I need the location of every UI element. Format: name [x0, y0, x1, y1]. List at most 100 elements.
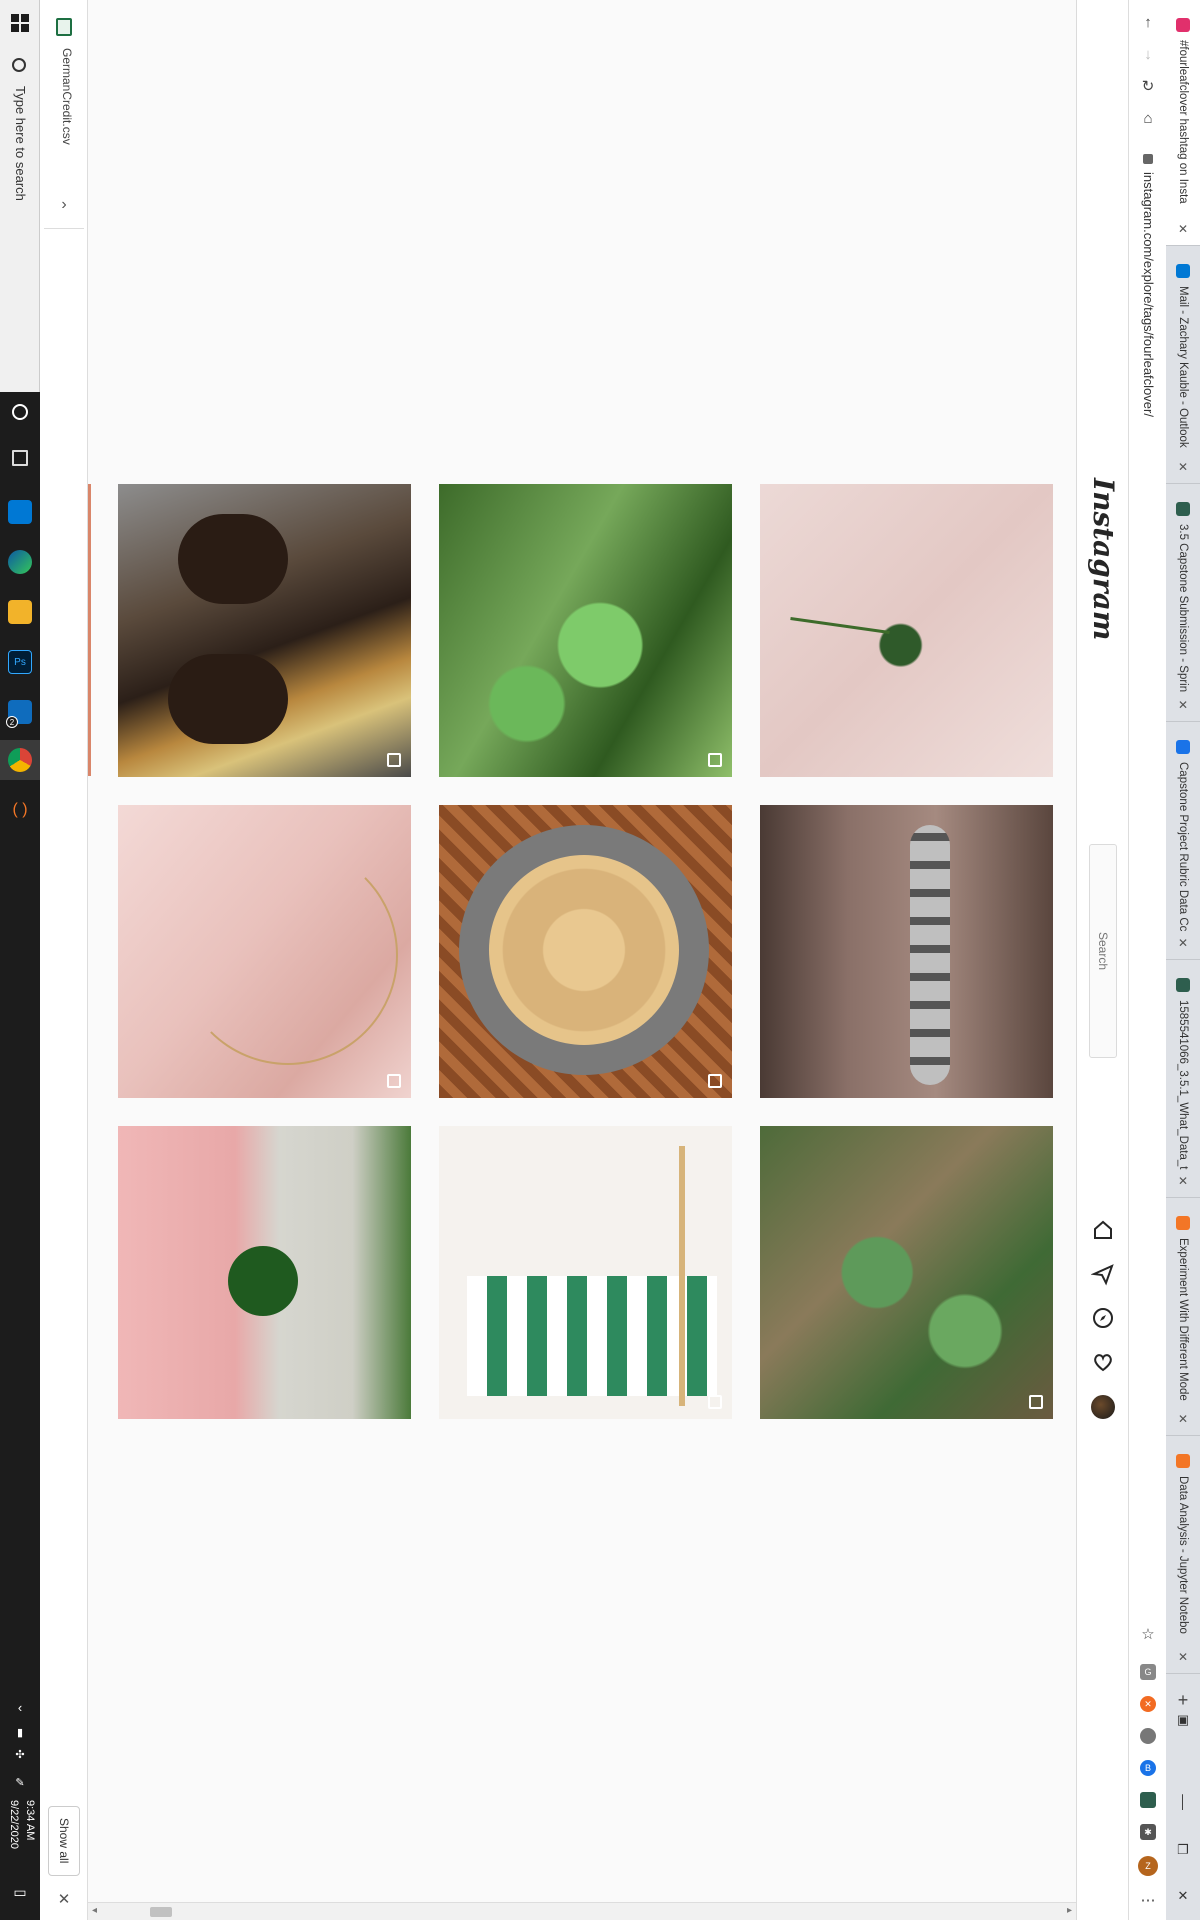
tray-expand-icon[interactable]: ‹ — [17, 1700, 23, 1715]
downloads-bar: GermanCredit.csv › Show all ✕ — [40, 0, 88, 1920]
battery-icon[interactable]: ▮ — [16, 1727, 24, 1739]
tab-close-icon[interactable]: ✕ — [1177, 1650, 1189, 1664]
bookmark-star-icon[interactable]: ☆ — [1141, 1626, 1155, 1643]
clock-time: 9:34 AM — [24, 1800, 36, 1841]
profile-icon[interactable]: Z — [1138, 1856, 1158, 1876]
more-menu-icon[interactable]: ⋯ — [1140, 1892, 1156, 1909]
post-tile-clover-patch[interactable] — [760, 1126, 1053, 1419]
jupyter-favicon-icon — [1176, 1454, 1190, 1468]
new-tab-plus-icon[interactable]: + — [1177, 1690, 1189, 1710]
network-icon[interactable]: ✣ — [15, 1749, 25, 1761]
bracelet-charms — [910, 825, 950, 1085]
post-tile-clover-palm[interactable] — [760, 484, 1053, 777]
post-tile-clover-grass[interactable] — [439, 484, 732, 777]
outlook-app-icon[interactable]: 2 — [6, 700, 32, 728]
taskbar-clock[interactable]: 9:34 AM 9/22/2020 — [2, 1800, 38, 1890]
search-input[interactable] — [1090, 845, 1116, 1057]
blue-b-icon[interactable]: B — [1140, 1760, 1156, 1776]
browser-tab-strip: #fourleafclover hashtag on Insta ✕ Mail … — [1166, 0, 1200, 1920]
tab-close-icon[interactable]: ✕ — [1177, 1412, 1189, 1426]
taskbar-search-placeholder: Type here to search — [13, 86, 28, 201]
horizontal-scrollbar[interactable]: ◂ ▸ — [88, 1902, 1076, 1920]
cortana-icon[interactable] — [12, 404, 28, 420]
orange-x-icon[interactable]: ✕ — [1140, 1696, 1156, 1712]
tab-search-icon[interactable]: ▣ — [1176, 1712, 1190, 1727]
post-tile-clover-fingers[interactable] — [118, 1126, 411, 1419]
instagram-search-box[interactable] — [1089, 844, 1117, 1058]
home-icon[interactable] — [1091, 1218, 1115, 1242]
puzzle-icon[interactable]: ✱ — [1140, 1824, 1156, 1840]
jupyter-app-icon[interactable]: ( ) — [12, 801, 28, 818]
tab-outlook-mail[interactable]: Mail - Zachary Kauble - Outlook ✕ — [1166, 246, 1200, 484]
post-tile-cookies[interactable] — [439, 805, 732, 1098]
grammarly-icon[interactable]: G — [1140, 1664, 1156, 1680]
file-explorer-icon[interactable] — [8, 600, 32, 624]
outlook-favicon-icon — [1176, 264, 1190, 278]
direct-message-icon[interactable] — [1091, 1262, 1115, 1286]
browser-toolbar: ↑ ↓ ↻ ⌂ instagram.com/explore/tags/fourl… — [1128, 0, 1166, 1920]
tab-capstone-rubric[interactable]: Capstone Project Rubric Data Cc ✕ — [1166, 722, 1200, 960]
taskbar-search-box[interactable]: Type here to search — [0, 0, 40, 392]
url-text[interactable]: instagram.com/explore/tags/fourleafclove… — [1141, 172, 1156, 417]
tab-data-analysis[interactable]: Data Analysis - Jupyter Notebo ✕ — [1166, 1436, 1200, 1674]
tab-title: Data Analysis - Jupyter Notebo — [1177, 1476, 1189, 1634]
instagram-favicon-icon — [1176, 18, 1190, 32]
action-center-icon[interactable]: ▭ — [13, 1884, 27, 1900]
tab-capstone-submission[interactable]: 3.5 Capstone Submission - Sprin ✕ — [1166, 484, 1200, 722]
dog-shape — [178, 514, 288, 604]
circle-ext-icon[interactable] — [1140, 1728, 1156, 1744]
tab-close-icon[interactable]: ✕ — [1177, 698, 1189, 712]
back-arrow-icon[interactable]: ↑ — [1144, 13, 1152, 31]
post-tile-necklace[interactable] — [118, 805, 411, 1098]
edge-browser-icon[interactable] — [8, 550, 32, 574]
restore-window-icon[interactable]: ❐ — [1177, 1842, 1189, 1857]
chevron-down-icon[interactable]: › — [61, 196, 67, 213]
reload-icon[interactable]: ↻ — [1141, 78, 1155, 95]
task-view-icon[interactable] — [12, 450, 28, 466]
instagram-logo[interactable]: Instagram — [1087, 478, 1120, 641]
close-window-icon[interactable]: ✕ — [1177, 1888, 1189, 1903]
address-bar[interactable]: instagram.com/explore/tags/fourleafclove… — [1133, 148, 1163, 448]
lock-icon — [1143, 154, 1153, 164]
show-all-button[interactable]: Show all — [48, 1806, 80, 1876]
post-tile-clover-fabric[interactable] — [439, 1126, 732, 1419]
tab-title: Capstone Project Rubric Data Cc — [1177, 762, 1189, 932]
green-ext-icon[interactable] — [1140, 1792, 1156, 1808]
forward-arrow-icon[interactable]: ↓ — [1144, 45, 1152, 63]
profile-avatar[interactable] — [1091, 1395, 1115, 1419]
minimize-window-icon[interactable]: │ — [1178, 1794, 1188, 1809]
tab-title: Mail - Zachary Kauble - Outlook — [1177, 286, 1189, 448]
tab-close-icon[interactable]: ✕ — [1177, 222, 1189, 236]
pen-icon[interactable]: ✎ — [15, 1777, 25, 1789]
tab-close-icon[interactable]: ✕ — [1177, 1174, 1189, 1188]
wooden-rod — [679, 1146, 685, 1406]
photoshop-app-icon[interactable]: Ps — [8, 650, 32, 674]
tab-instagram[interactable]: #fourleafclover hashtag on Insta ✕ — [1166, 0, 1200, 246]
instagram-explore-page: ◂ ▸ — [88, 0, 1076, 1920]
scroll-right-icon[interactable]: ▸ — [1066, 1905, 1072, 1916]
tab-title: #fourleafclover hashtag on Insta — [1177, 40, 1189, 204]
tab-experiment-models[interactable]: Experiment With Different Mode ✕ — [1166, 1198, 1200, 1436]
activity-heart-icon[interactable] — [1091, 1350, 1115, 1374]
extension-label: G — [1144, 1667, 1152, 1677]
post-tile-dachshunds[interactable] — [118, 484, 411, 777]
multi-photo-icon — [387, 753, 401, 767]
calculator-app-icon[interactable] — [8, 500, 32, 524]
multi-photo-icon — [387, 1074, 401, 1088]
partial-post-tile[interactable] — [88, 484, 91, 776]
home-button-icon[interactable]: ⌂ — [1143, 109, 1153, 127]
windows-start-icon[interactable] — [11, 14, 29, 32]
clover-print-fabric — [467, 1276, 717, 1396]
csv-file-icon[interactable] — [56, 18, 72, 36]
chrome-browser-icon[interactable] — [8, 748, 32, 772]
post-tile-bracelet[interactable] — [760, 805, 1053, 1098]
scroll-left-icon[interactable]: ◂ — [92, 1905, 98, 1916]
photoshop-label: Ps — [14, 656, 26, 668]
tab-close-icon[interactable]: ✕ — [1177, 936, 1189, 950]
close-icon[interactable]: ✕ — [57, 1891, 71, 1908]
tab-close-icon[interactable]: ✕ — [1177, 460, 1189, 474]
tab-what-data[interactable]: 1585541066_3.5.1_What_Data_to ✕ — [1166, 960, 1200, 1198]
scrollbar-thumb[interactable] — [150, 1907, 172, 1917]
explore-compass-icon[interactable] — [1091, 1306, 1115, 1330]
download-file-name[interactable]: GermanCredit.csv — [60, 48, 74, 145]
